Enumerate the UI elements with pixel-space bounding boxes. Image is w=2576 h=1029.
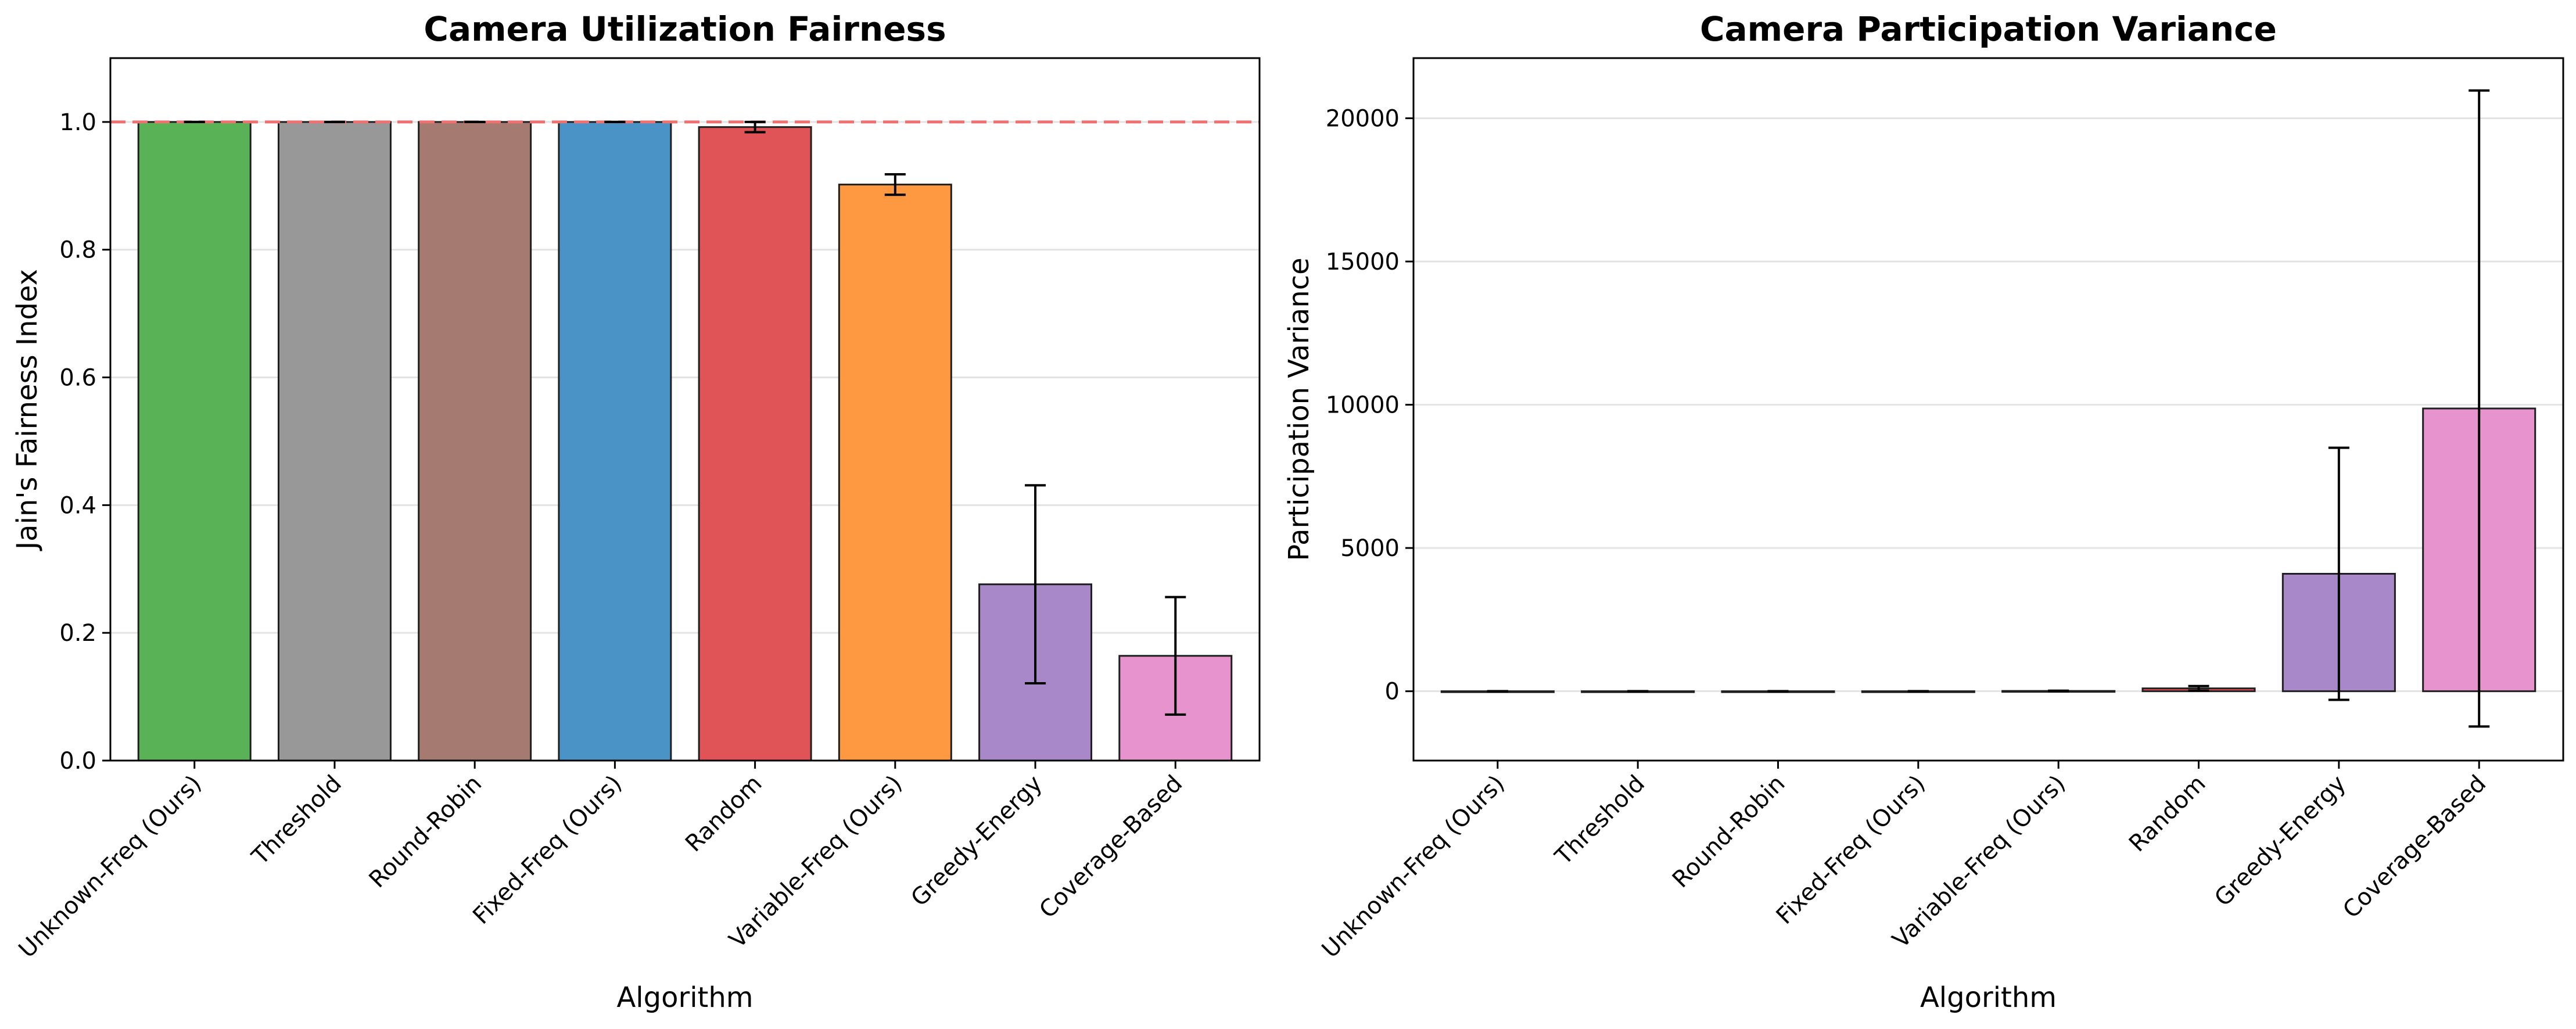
fairness-x-tick-label: Round-Robin — [364, 770, 487, 894]
fairness-bar — [418, 121, 532, 762]
variance-y-tick-label: 10000 — [1326, 392, 1400, 419]
fairness-x-axis-label: Algorithm — [616, 981, 753, 1014]
variance-x-ticks: Unknown-Freq (Ours) Threshold Round-RobinF… — [1317, 761, 2491, 963]
variance-error-bars — [1487, 89, 2490, 728]
variance-y-axis-label: Participation Variance — [1283, 257, 1315, 561]
fairness-x-ticks: Unknown-Freq (Ours) Threshold Round-RobinF… — [14, 761, 1187, 963]
fairness-bar — [698, 126, 812, 762]
variance-x-axis-label: Algorithm — [1920, 981, 2057, 1014]
variance-x-tick-label: Round-Robin — [1667, 770, 1791, 894]
fairness-bar — [558, 121, 672, 762]
fairness-y-ticks: 0.0 0.2 0.4 0.6 0.8 1.0 — [59, 109, 110, 775]
variance-x-tick-label: Coverage-Based — [2338, 770, 2491, 924]
fairness-x-tick-label: Threshold — [246, 770, 347, 871]
fairness-bar — [838, 184, 952, 762]
variance-x-tick-label: Random — [2124, 770, 2211, 858]
fairness-y-axis-label: Jain's Fairness Index — [11, 269, 44, 551]
fairness-y-tick-label: 1.0 — [59, 109, 96, 136]
fairness-y-tick-label: 0.0 — [59, 748, 96, 775]
fairness-y-tick-label: 0.6 — [59, 365, 96, 392]
variance-x-tick-label: Greedy-Energy — [2209, 770, 2351, 912]
variance-x-tick-label: Threshold — [1550, 770, 1651, 871]
fairness-bar — [277, 121, 392, 762]
fairness-y-tick-label: 0.8 — [59, 237, 96, 264]
variance-x-tick-label: Fixed-Freq (Ours) — [1771, 770, 1931, 930]
fairness-x-tick-label: Fixed-Freq (Ours) — [468, 770, 627, 930]
fairness-y-tick-label: 0.2 — [59, 620, 96, 647]
fairness-error-bars — [184, 120, 1186, 716]
fairness-x-tick-label: Random — [680, 770, 767, 858]
variance-x-tick-label: Unknown-Freq (Ours) — [1317, 770, 1510, 963]
fairness-bars — [137, 121, 1233, 762]
fairness-y-tick-label: 0.4 — [59, 492, 96, 519]
variance-y-tick-label: 20000 — [1326, 106, 1400, 132]
fairness-x-tick-label: Unknown-Freq (Ours) — [14, 770, 207, 963]
variance-y-tick-label: 15000 — [1326, 249, 1400, 275]
fairness-x-tick-label: Coverage-Based — [1034, 770, 1187, 924]
fairness-chart-title: Camera Utilization Fairness — [424, 9, 946, 49]
fairness-bar — [137, 121, 252, 762]
fairness-plot-frame — [109, 57, 1261, 762]
variance-chart: 0 5000 10000 15000 20000 Unknown-Freq (Ours)… — [1283, 9, 2564, 1014]
fairness-x-tick-label: Greedy-Energy — [906, 770, 1047, 912]
variance-chart-title: Camera Participation Variance — [1700, 9, 2277, 49]
variance-y-tick-label: 5000 — [1340, 535, 1400, 562]
variance-plot-frame — [1412, 57, 2564, 762]
fairness-chart: 0.0 0.2 0.4 0.6 0.8 1.0 Unknown-Freq (Ours) Th… — [11, 9, 1261, 1014]
variance-y-ticks: 0 5000 10000 15000 20000 — [1326, 106, 1413, 705]
variance-y-tick-label: 0 — [1385, 679, 1400, 705]
